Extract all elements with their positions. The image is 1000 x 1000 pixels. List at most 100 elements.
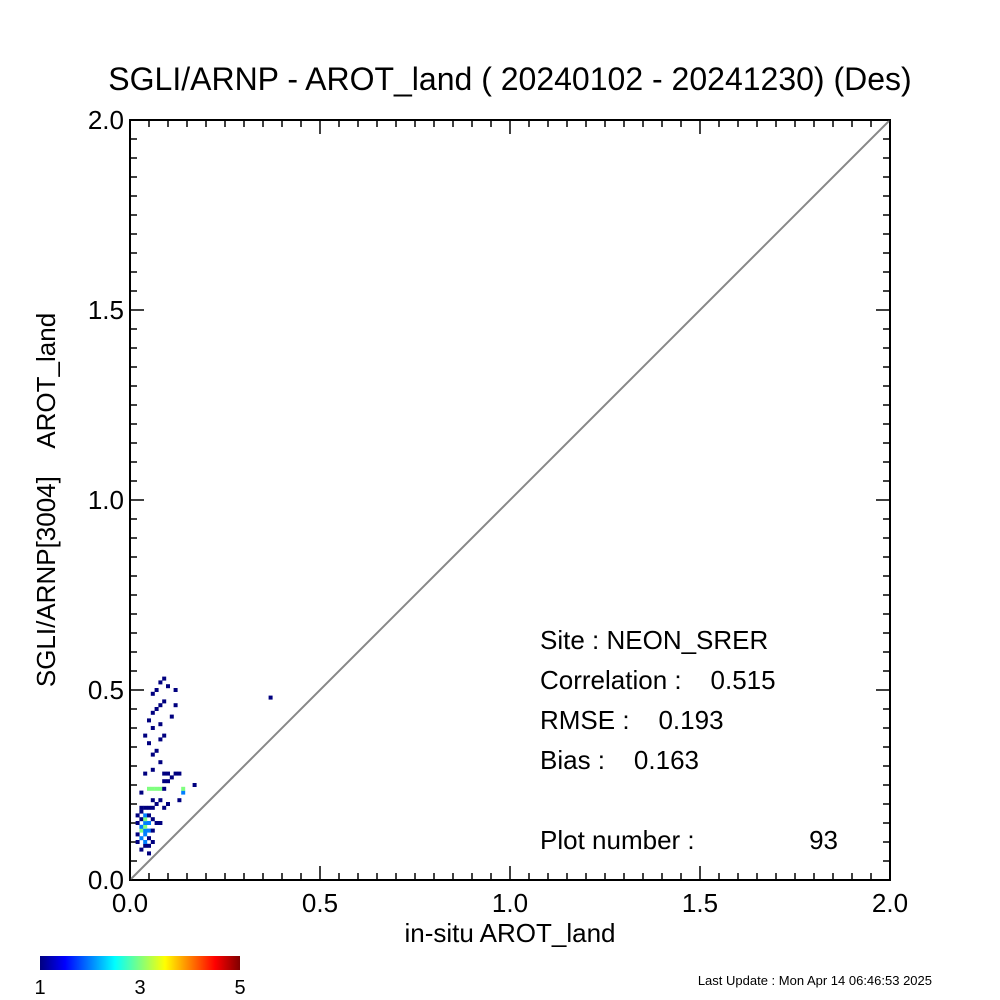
data-point xyxy=(158,798,163,803)
data-point xyxy=(173,771,178,776)
data-point xyxy=(166,802,170,806)
y-tick-label: 1.5 xyxy=(88,295,124,325)
y-tick-label: 1.0 xyxy=(88,485,124,515)
stats-rmse: RMSE : 0.193 xyxy=(540,705,724,735)
stats-site: Site : NEON_SRER xyxy=(540,625,768,655)
data-point xyxy=(139,824,144,829)
data-point xyxy=(173,688,178,692)
data-point xyxy=(158,680,163,685)
data-point xyxy=(150,817,155,822)
data-point xyxy=(143,733,148,738)
data-point xyxy=(135,840,140,844)
last-update-text: Last Update : Mon Apr 14 06:46:53 2025 xyxy=(698,973,932,988)
data-point xyxy=(143,821,148,825)
colorbar-min-label: 1 xyxy=(34,977,45,999)
data-point xyxy=(169,714,174,719)
data-point xyxy=(150,691,155,696)
chart-title: SGLI/ARNP - AROT_land ( 20240102 - 20241… xyxy=(108,61,911,97)
data-point xyxy=(181,790,186,795)
y-tick-label: 0.5 xyxy=(88,675,124,705)
data-point xyxy=(143,832,148,837)
data-point xyxy=(147,718,151,723)
data-point xyxy=(143,817,148,822)
y-axis-label: SGLI/ARNP[3004] AROT_land xyxy=(31,313,61,687)
data-point xyxy=(147,786,151,791)
x-axis-label: in-situ AROT_land xyxy=(405,918,616,948)
data-point xyxy=(173,703,178,708)
data-point xyxy=(154,821,159,825)
data-point xyxy=(158,821,163,825)
data-point xyxy=(177,798,182,803)
data-point xyxy=(147,813,151,818)
colorbar-mid-label: 3 xyxy=(134,977,145,999)
data-point xyxy=(143,805,148,810)
data-point xyxy=(135,821,140,825)
data-point xyxy=(154,786,159,791)
data-point xyxy=(166,779,170,784)
stats-correlation: Correlation : 0.515 xyxy=(540,665,776,695)
axis-ticks xyxy=(129,119,891,881)
data-point xyxy=(150,840,155,844)
data-point xyxy=(139,847,144,852)
data-point xyxy=(154,748,159,753)
data-point xyxy=(158,722,163,727)
x-tick-label: 2.0 xyxy=(872,888,908,918)
data-point xyxy=(150,752,155,757)
data-point xyxy=(139,805,144,810)
data-point xyxy=(166,684,170,689)
x-tick-label: 1.5 xyxy=(682,888,718,918)
data-point xyxy=(150,767,155,772)
data-point xyxy=(147,821,151,825)
data-point xyxy=(162,805,167,810)
data-point xyxy=(150,726,155,730)
data-point xyxy=(192,783,197,787)
data-point xyxy=(139,809,144,814)
data-point xyxy=(162,676,167,681)
data-points xyxy=(135,676,273,856)
data-point xyxy=(150,805,155,810)
data-point xyxy=(154,707,159,711)
data-point xyxy=(143,843,148,848)
data-point xyxy=(143,828,148,833)
data-point xyxy=(135,813,140,818)
data-point xyxy=(268,695,273,700)
data-point xyxy=(139,836,144,841)
data-point xyxy=(158,760,163,765)
one-to-one-line xyxy=(129,119,891,881)
stats-bias: Bias : 0.163 xyxy=(540,745,699,775)
stats-plot-number-label: Plot number : xyxy=(540,825,695,855)
data-point xyxy=(162,771,167,776)
data-point xyxy=(150,710,155,715)
plot-area xyxy=(129,119,891,881)
data-point xyxy=(158,786,163,791)
stats-box: Site : NEON_SRER Correlation : 0.515 RMS… xyxy=(540,625,838,855)
y-tick-labels: 0.0 0.5 1.0 1.5 2.0 xyxy=(88,105,124,895)
data-point xyxy=(143,771,148,776)
data-point xyxy=(162,786,167,791)
data-point xyxy=(162,779,167,784)
data-point xyxy=(147,851,151,856)
data-point xyxy=(150,798,155,803)
data-point xyxy=(143,840,148,844)
data-point xyxy=(147,843,151,848)
data-point xyxy=(147,828,151,833)
data-point xyxy=(166,771,170,776)
stats-plot-number-value: 93 xyxy=(809,825,838,855)
data-point xyxy=(150,786,155,791)
data-point xyxy=(169,775,174,780)
data-point xyxy=(154,802,159,806)
data-point xyxy=(143,824,148,829)
data-point xyxy=(139,817,144,822)
data-point xyxy=(181,786,186,791)
data-point xyxy=(158,703,163,708)
y-tick-label: 2.0 xyxy=(88,105,124,135)
data-point xyxy=(147,805,151,810)
x-tick-label: 0.5 xyxy=(302,888,338,918)
data-point xyxy=(135,832,140,837)
data-point xyxy=(143,813,148,818)
data-point xyxy=(158,737,163,742)
x-tick-label: 1.0 xyxy=(492,888,528,918)
data-point xyxy=(154,688,159,692)
colorbar-max-label: 5 xyxy=(234,977,245,999)
